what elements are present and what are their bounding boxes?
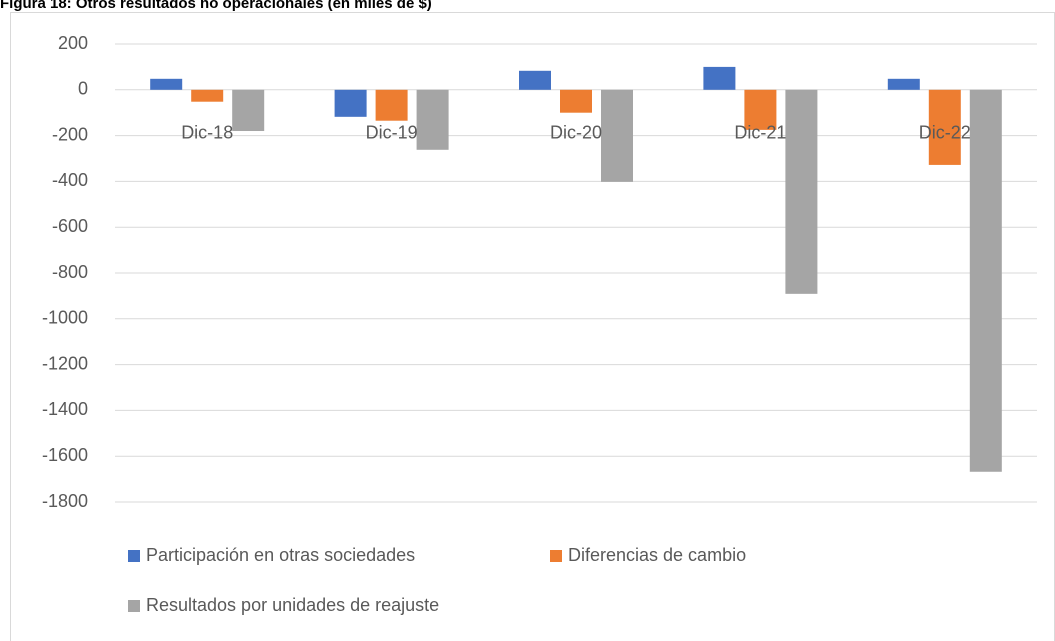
y-tick-label: -1800 — [42, 491, 88, 511]
chart-title: Figura 18: Otros resultados no operacion… — [0, 0, 432, 12]
bar — [375, 89, 408, 121]
bar — [519, 70, 551, 90]
legend-label: Resultados por unidades de reajuste — [146, 595, 439, 615]
bar — [887, 78, 920, 90]
bar — [928, 89, 961, 165]
x-tick-label: Dic-20 — [550, 123, 602, 143]
y-tick-label: -1400 — [42, 399, 88, 419]
x-tick-label: Dic-22 — [919, 123, 971, 143]
bar — [744, 89, 777, 130]
bar — [150, 78, 183, 90]
x-tick-label: Dic-18 — [181, 123, 233, 143]
bar — [703, 66, 736, 90]
bar — [785, 89, 818, 294]
chart-border — [10, 12, 1055, 641]
x-tick-label: Dic-19 — [366, 123, 418, 143]
bar — [191, 89, 224, 102]
x-tick-label: Dic-21 — [734, 123, 786, 143]
y-tick-label: -400 — [52, 170, 88, 190]
legend-label: Participación en otras sociedades — [146, 545, 415, 565]
bar — [334, 89, 367, 117]
bar — [416, 89, 449, 150]
y-tick-label: 200 — [58, 33, 88, 53]
y-tick-label: -600 — [52, 216, 88, 236]
legend-swatch — [128, 600, 140, 612]
bar — [969, 89, 1002, 472]
y-tick-label: -1600 — [42, 445, 88, 465]
y-tick-label: 0 — [78, 79, 88, 99]
y-tick-label: -800 — [52, 262, 88, 282]
y-tick-label: -1200 — [42, 353, 88, 373]
legend-swatch — [550, 550, 562, 562]
bar — [232, 89, 265, 132]
bar — [560, 89, 592, 113]
bar — [601, 89, 633, 182]
y-tick-label: -1000 — [42, 308, 88, 328]
legend-label: Diferencias de cambio — [568, 545, 746, 565]
y-tick-label: -200 — [52, 124, 88, 144]
legend-swatch — [128, 550, 140, 562]
